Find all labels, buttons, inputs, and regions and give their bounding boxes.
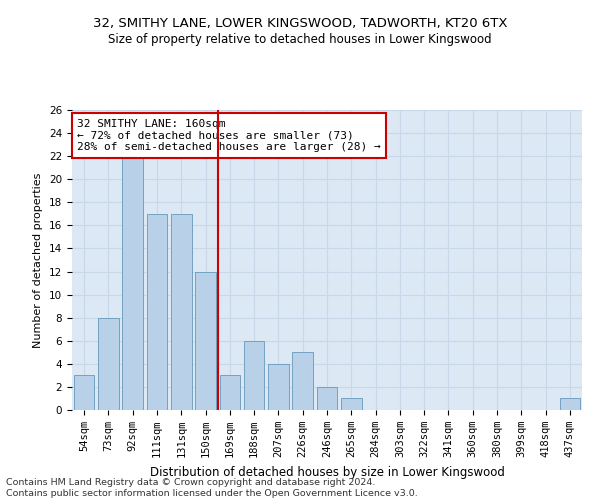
Text: Size of property relative to detached houses in Lower Kingswood: Size of property relative to detached ho… bbox=[108, 32, 492, 46]
Bar bbox=[244, 341, 265, 410]
Bar bbox=[98, 318, 119, 410]
Bar bbox=[268, 364, 289, 410]
Bar bbox=[195, 272, 216, 410]
Text: Contains HM Land Registry data © Crown copyright and database right 2024.
Contai: Contains HM Land Registry data © Crown c… bbox=[6, 478, 418, 498]
Y-axis label: Number of detached properties: Number of detached properties bbox=[34, 172, 43, 348]
Bar bbox=[560, 398, 580, 410]
Bar bbox=[122, 122, 143, 410]
Text: 32 SMITHY LANE: 160sqm
← 72% of detached houses are smaller (73)
28% of semi-det: 32 SMITHY LANE: 160sqm ← 72% of detached… bbox=[77, 119, 381, 152]
Bar bbox=[292, 352, 313, 410]
Bar bbox=[171, 214, 191, 410]
X-axis label: Distribution of detached houses by size in Lower Kingswood: Distribution of detached houses by size … bbox=[149, 466, 505, 478]
Bar bbox=[146, 214, 167, 410]
Bar bbox=[74, 376, 94, 410]
Bar bbox=[317, 387, 337, 410]
Bar bbox=[341, 398, 362, 410]
Bar bbox=[220, 376, 240, 410]
Text: 32, SMITHY LANE, LOWER KINGSWOOD, TADWORTH, KT20 6TX: 32, SMITHY LANE, LOWER KINGSWOOD, TADWOR… bbox=[93, 18, 507, 30]
